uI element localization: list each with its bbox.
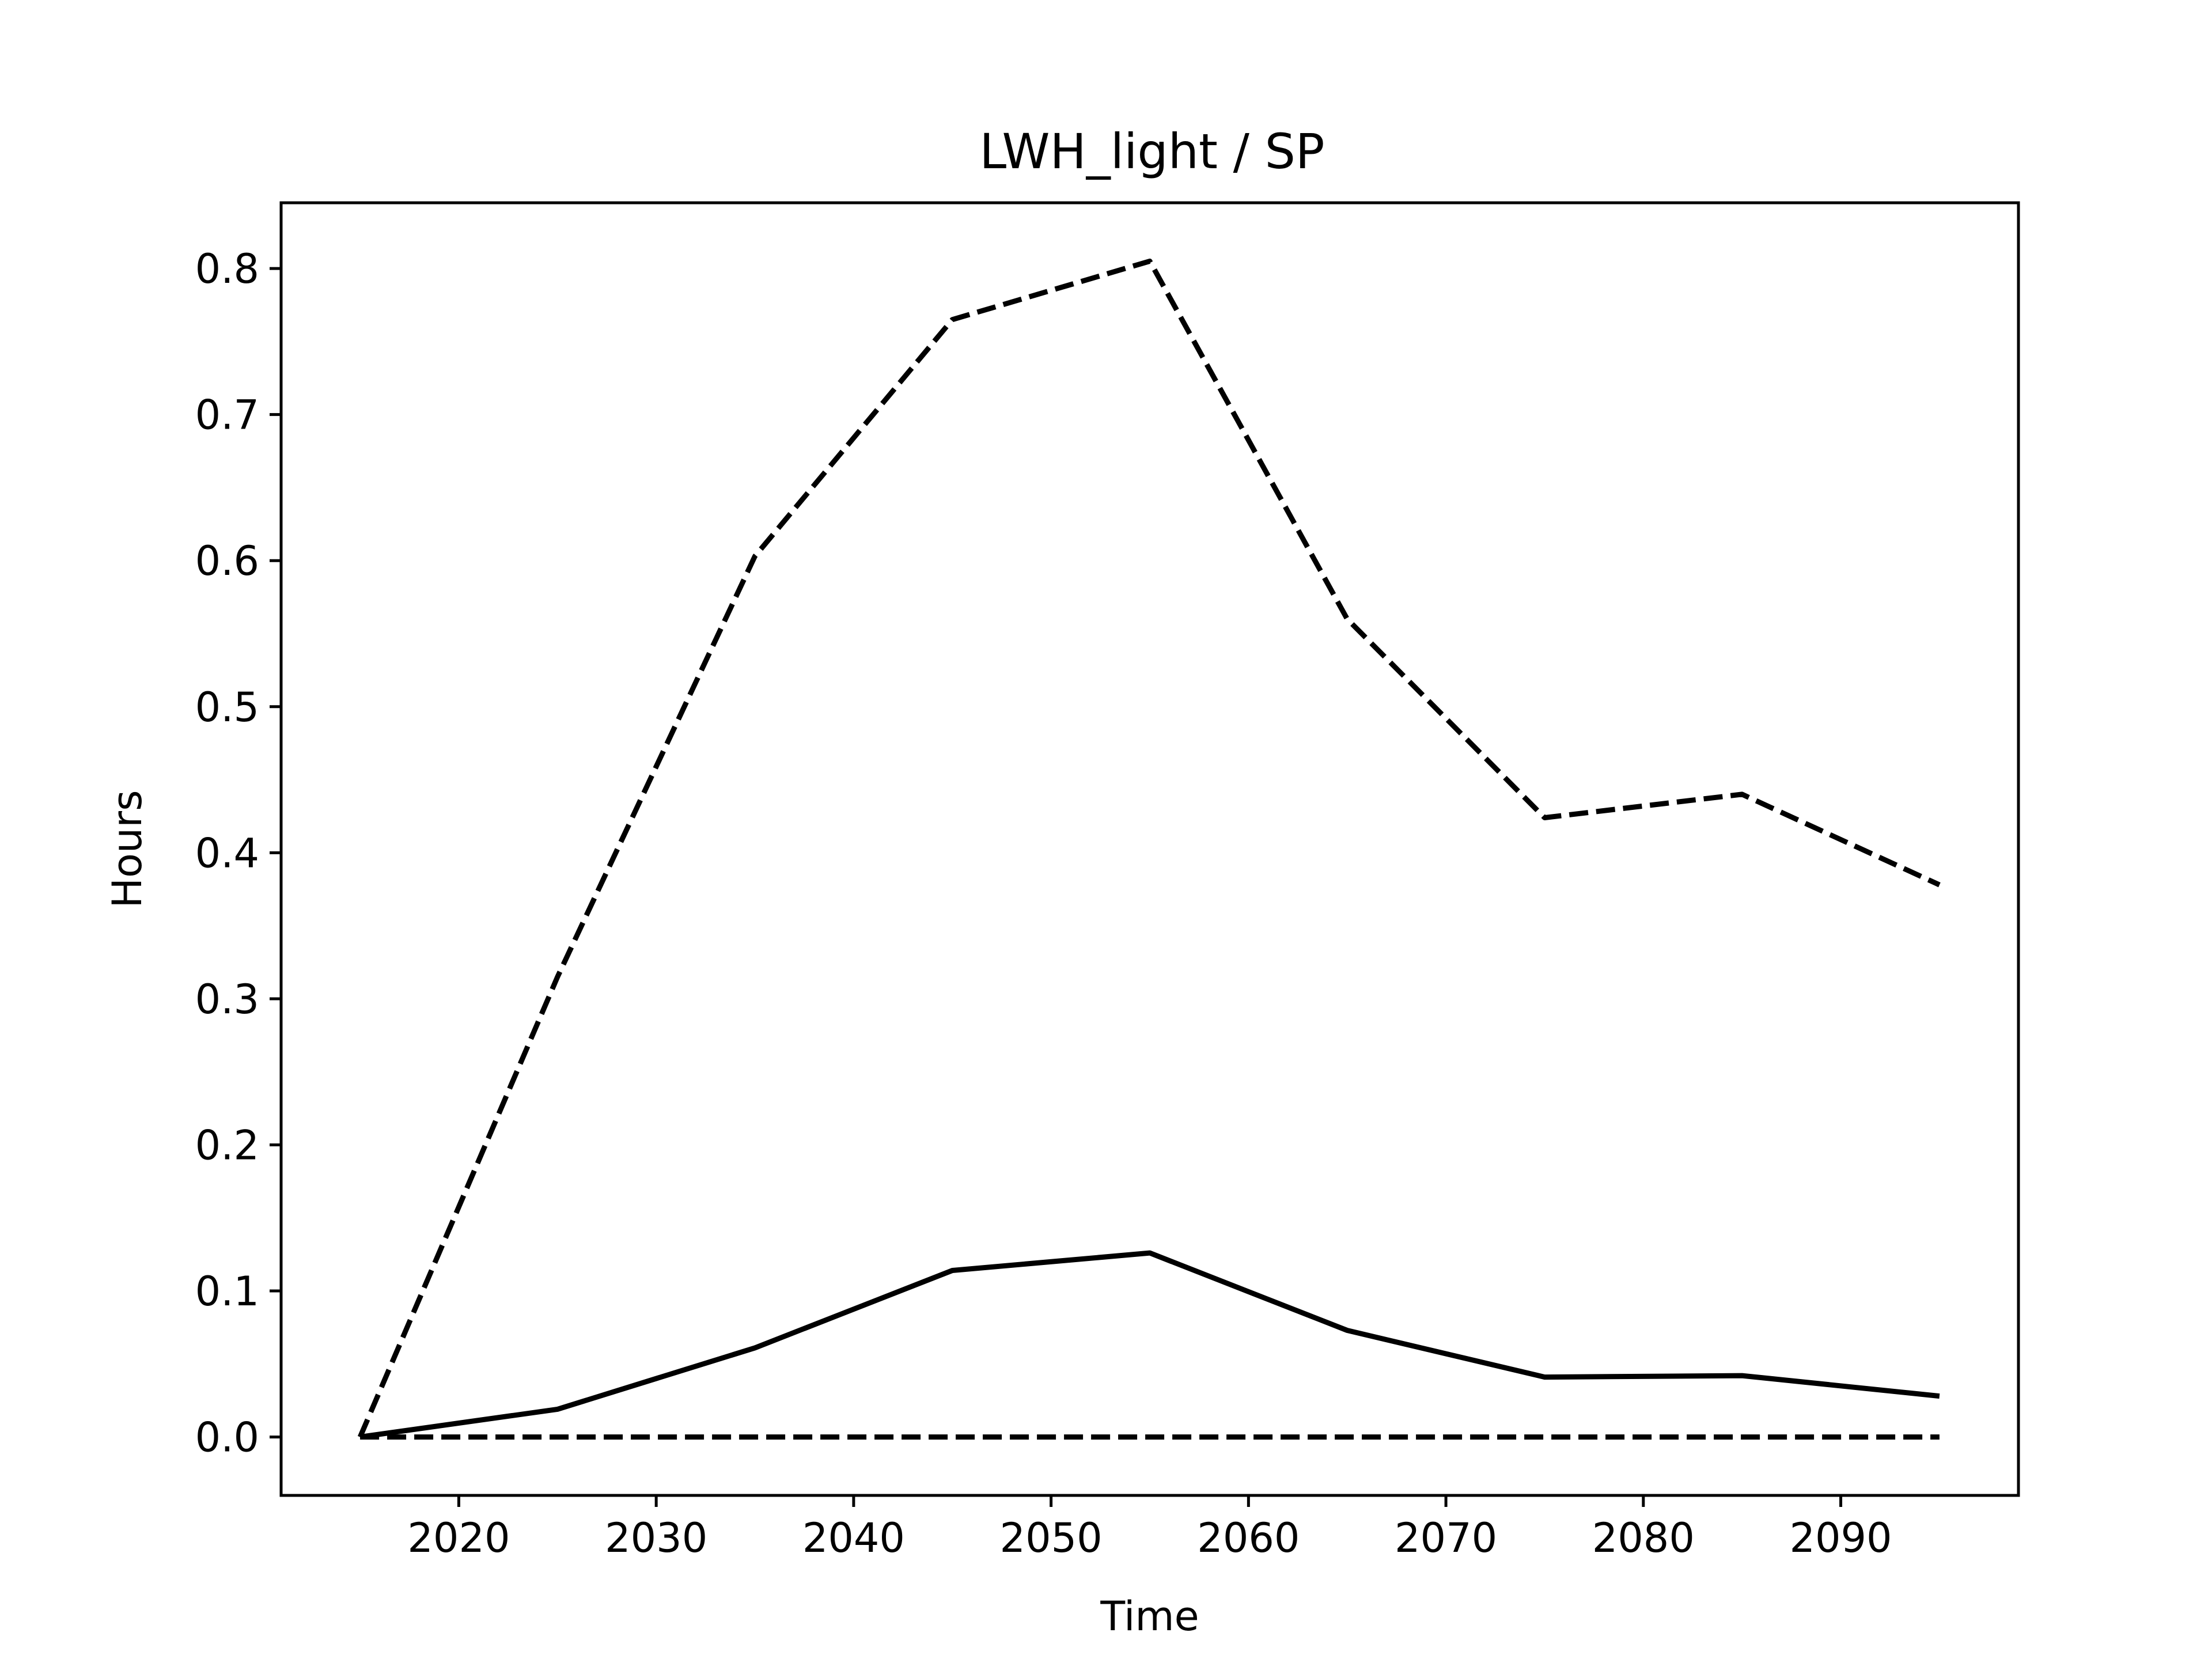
y-tick-label: 0.7 — [195, 392, 259, 439]
y-tick-label: 0.0 — [195, 1414, 259, 1461]
y-tick-label: 0.4 — [195, 830, 259, 877]
series-line-1 — [357, 258, 1941, 1438]
y-tick-label: 0.8 — [195, 245, 259, 293]
y-tick-label: 0.1 — [195, 1268, 259, 1315]
y-tick-label: 0.3 — [195, 976, 259, 1023]
plot-area-frame — [279, 201, 2020, 1497]
x-axis-ticks: 2020 2030 2040 2050 2060 2070 2080 2090 — [407, 1495, 1892, 1562]
x-tick-label: 2050 — [1000, 1514, 1103, 1562]
y-tick-label: 0.6 — [195, 537, 259, 585]
x-tick-label: 2020 — [407, 1514, 510, 1562]
x-axis-label: Time — [1100, 1593, 1199, 1640]
chart-title: LWH_light / SP — [979, 123, 1324, 180]
plot-lines — [357, 258, 1941, 1440]
x-tick-label: 2090 — [1789, 1514, 1892, 1562]
x-tick-label: 2040 — [802, 1514, 905, 1562]
y-axis-ticks: 0.0 0.1 0.2 0.3 0.4 0.5 0.6 0.7 0.8 — [195, 245, 281, 1461]
x-tick-label: 2030 — [605, 1514, 707, 1562]
x-tick-label: 2080 — [1592, 1514, 1695, 1562]
x-tick-label: 2070 — [1395, 1514, 1497, 1562]
y-tick-label: 0.5 — [195, 684, 259, 731]
y-tick-label: 0.2 — [195, 1122, 259, 1169]
y-axis-label: Hours — [104, 790, 151, 908]
series-line-2 — [359, 1250, 1940, 1440]
x-tick-label: 2060 — [1197, 1514, 1300, 1562]
